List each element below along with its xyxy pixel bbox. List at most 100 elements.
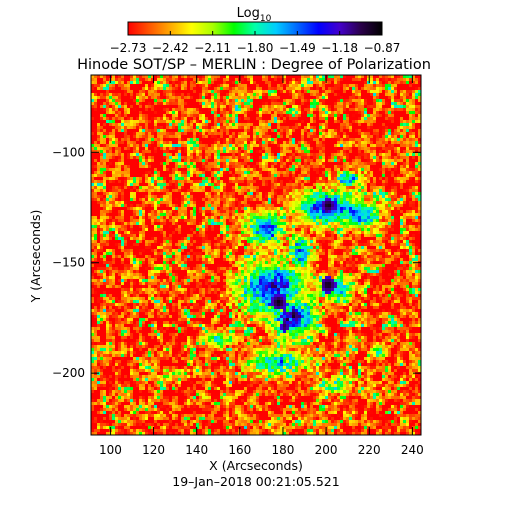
heatmap-cell bbox=[97, 156, 100, 159]
heatmap-cell bbox=[418, 96, 421, 99]
heatmap-cell bbox=[112, 117, 115, 120]
heatmap-cell bbox=[301, 135, 304, 138]
heatmap-cell bbox=[349, 135, 352, 138]
heatmap-cell bbox=[196, 120, 199, 123]
heatmap-cell bbox=[241, 144, 244, 147]
heatmap-cell bbox=[376, 99, 379, 102]
heatmap-cell bbox=[316, 120, 319, 123]
heatmap-cell bbox=[241, 180, 244, 183]
heatmap-cell bbox=[340, 102, 343, 105]
heatmap-cell bbox=[337, 129, 340, 132]
heatmap-cell bbox=[103, 123, 106, 126]
heatmap-cell bbox=[379, 186, 382, 189]
heatmap-cell bbox=[307, 171, 310, 174]
heatmap-cell bbox=[358, 204, 361, 207]
heatmap-cell bbox=[199, 105, 202, 108]
heatmap-cell bbox=[247, 84, 250, 87]
heatmap-cell bbox=[235, 207, 238, 210]
heatmap-cell bbox=[391, 90, 394, 93]
heatmap-cell bbox=[226, 189, 229, 192]
heatmap-cell bbox=[109, 114, 112, 117]
heatmap-cell bbox=[400, 177, 403, 180]
heatmap-cell bbox=[247, 129, 250, 132]
heatmap-cell bbox=[205, 135, 208, 138]
heatmap-cell bbox=[142, 177, 145, 180]
heatmap-cell bbox=[163, 81, 166, 84]
heatmap-cell bbox=[148, 126, 151, 129]
heatmap-cell bbox=[100, 102, 103, 105]
heatmap-cell bbox=[244, 141, 247, 144]
heatmap-cell bbox=[397, 117, 400, 120]
heatmap-cell bbox=[310, 156, 313, 159]
heatmap-cell bbox=[268, 93, 271, 96]
heatmap-cell bbox=[409, 198, 412, 201]
heatmap-cell bbox=[316, 192, 319, 195]
heatmap-cell bbox=[403, 144, 406, 147]
heatmap-cell bbox=[271, 99, 274, 102]
heatmap-cell bbox=[352, 138, 355, 141]
heatmap-cell bbox=[289, 117, 292, 120]
heatmap-cell bbox=[199, 87, 202, 90]
heatmap-cell bbox=[415, 189, 418, 192]
heatmap-cell bbox=[154, 135, 157, 138]
heatmap-cell bbox=[322, 198, 325, 201]
heatmap-cell bbox=[322, 144, 325, 147]
heatmap-cell bbox=[193, 87, 196, 90]
heatmap-cell bbox=[334, 111, 337, 114]
heatmap-cell bbox=[268, 177, 271, 180]
heatmap-cell bbox=[364, 114, 367, 117]
heatmap-cell bbox=[112, 129, 115, 132]
heatmap-cell bbox=[136, 90, 139, 93]
heatmap-cell bbox=[103, 114, 106, 117]
heatmap-cell bbox=[406, 114, 409, 117]
heatmap-cell bbox=[136, 180, 139, 183]
heatmap-cell bbox=[355, 96, 358, 99]
heatmap-cell bbox=[187, 75, 190, 78]
heatmap-cell bbox=[394, 201, 397, 204]
heatmap-cell bbox=[178, 111, 181, 114]
heatmap-cell bbox=[337, 180, 340, 183]
heatmap-cell bbox=[391, 102, 394, 105]
heatmap-cell bbox=[238, 186, 241, 189]
heatmap-cell bbox=[232, 126, 235, 129]
heatmap-cell bbox=[91, 87, 94, 90]
heatmap-cell bbox=[163, 93, 166, 96]
heatmap-cell bbox=[157, 84, 160, 87]
heatmap-cell bbox=[205, 99, 208, 102]
heatmap-cell bbox=[352, 162, 355, 165]
heatmap-cell bbox=[178, 78, 181, 81]
heatmap-cell bbox=[406, 102, 409, 105]
heatmap-cell bbox=[166, 162, 169, 165]
heatmap-cell bbox=[289, 171, 292, 174]
heatmap-cell bbox=[376, 207, 379, 210]
heatmap-cell bbox=[124, 201, 127, 204]
heatmap-cell bbox=[193, 150, 196, 153]
heatmap-cell bbox=[376, 180, 379, 183]
heatmap-cell bbox=[127, 153, 130, 156]
heatmap-cell bbox=[190, 129, 193, 132]
heatmap-cell bbox=[385, 129, 388, 132]
heatmap-cell bbox=[295, 198, 298, 201]
heatmap-cell bbox=[382, 198, 385, 201]
heatmap-cell bbox=[409, 102, 412, 105]
heatmap-cell bbox=[253, 117, 256, 120]
heatmap-cell bbox=[178, 195, 181, 198]
heatmap-cell bbox=[304, 153, 307, 156]
heatmap-cell bbox=[244, 174, 247, 177]
heatmap-cell bbox=[94, 168, 97, 171]
heatmap-cell bbox=[256, 150, 259, 153]
heatmap-cell bbox=[340, 165, 343, 168]
heatmap-cell bbox=[181, 153, 184, 156]
heatmap-cell bbox=[169, 90, 172, 93]
heatmap-cell bbox=[382, 201, 385, 204]
heatmap-cell bbox=[199, 114, 202, 117]
heatmap-cell bbox=[250, 126, 253, 129]
heatmap-cell bbox=[358, 141, 361, 144]
heatmap-cell bbox=[190, 78, 193, 81]
heatmap-cell bbox=[385, 90, 388, 93]
heatmap-cell bbox=[376, 177, 379, 180]
heatmap-cell bbox=[376, 123, 379, 126]
heatmap-cell bbox=[100, 81, 103, 84]
heatmap-cell bbox=[127, 81, 130, 84]
heatmap-cell bbox=[160, 210, 163, 213]
